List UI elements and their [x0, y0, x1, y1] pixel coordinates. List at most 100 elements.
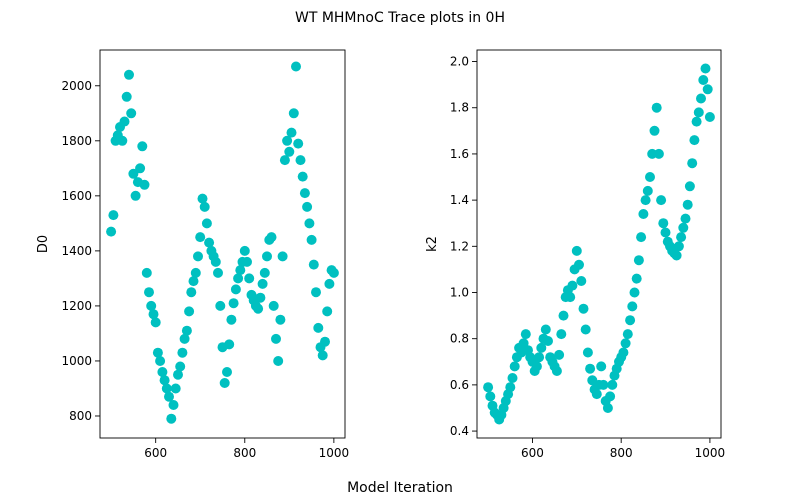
k2-point	[520, 329, 531, 340]
k2-point	[620, 338, 631, 349]
k2-y-tick-label: 1.0	[450, 286, 469, 300]
d0-point	[304, 218, 315, 229]
d0-y-tick-label: 1800	[61, 134, 92, 148]
k2-point	[640, 195, 651, 206]
d0-point	[141, 267, 152, 278]
shared-x-axis-label: Model Iteration	[347, 480, 453, 496]
d0-point	[311, 287, 321, 298]
d0-point	[126, 108, 137, 119]
d0-point	[197, 193, 208, 204]
k2-point	[687, 158, 698, 169]
d0-point	[295, 155, 306, 166]
d0-point	[199, 201, 210, 212]
d0-point	[124, 69, 134, 80]
d0-point	[139, 179, 150, 190]
k2-point	[627, 301, 638, 312]
k2-point	[629, 287, 640, 298]
d0-plot-frame	[99, 49, 346, 439]
k2-y-tick-label: 0.4	[450, 424, 469, 438]
d0-point	[195, 232, 206, 243]
d0-point	[226, 314, 237, 325]
d0-point	[152, 347, 163, 358]
d0-y-ticks: 800 1000 1200 1400 1600 1800 2000	[61, 79, 100, 423]
k2-point	[700, 63, 711, 74]
k2-point	[483, 382, 494, 393]
k2-point	[580, 324, 591, 335]
d0-point	[271, 333, 281, 344]
d0-point	[282, 135, 293, 146]
d0-point	[288, 108, 299, 119]
d0-point	[286, 127, 297, 138]
k2-point	[693, 107, 704, 118]
d0-point	[257, 278, 268, 289]
k2-point	[651, 102, 662, 113]
d0-point	[313, 322, 324, 333]
d0-x-tick-label: 1000	[319, 446, 350, 460]
k2-point	[582, 347, 593, 358]
d0-point	[253, 303, 264, 314]
k2-point	[531, 361, 542, 372]
d0-point	[201, 218, 212, 229]
k2-y-tick-label: 0.6	[450, 378, 469, 392]
k2-point	[574, 259, 584, 270]
k2-point	[625, 315, 636, 326]
k2-y-tick-label: 2.0	[450, 55, 469, 69]
k2-point	[653, 148, 664, 159]
d0-point	[284, 146, 295, 157]
d0-point	[222, 367, 232, 377]
d0-point	[108, 210, 119, 221]
k2-point	[598, 379, 609, 390]
d0-point	[239, 245, 250, 256]
k2-point	[638, 209, 649, 219]
d0-point	[128, 168, 139, 179]
d0-point	[259, 267, 270, 278]
d0-point	[299, 188, 310, 199]
k2-point	[633, 255, 644, 266]
d0-point	[302, 201, 313, 212]
d0-point	[219, 378, 230, 388]
d0-point	[190, 267, 201, 278]
d0-y-tick-label: 1000	[61, 354, 92, 368]
k2-point	[618, 347, 629, 358]
d0-point	[242, 256, 252, 267]
d0-point	[210, 256, 221, 267]
d0-point	[322, 306, 333, 317]
k2-point	[565, 292, 576, 303]
figure-title: WT MHMnoC Trace plots in 0H	[295, 10, 505, 26]
d0-point	[306, 234, 317, 245]
d0-point	[137, 141, 148, 152]
d0-point	[255, 292, 266, 303]
d0-point	[150, 317, 161, 328]
k2-y-tick-label: 1.6	[450, 147, 469, 161]
d0-point	[308, 259, 319, 270]
d0-y-tick-label: 1600	[61, 189, 92, 203]
d0-point	[106, 226, 117, 237]
k2-point	[567, 280, 578, 291]
d0-point	[168, 400, 179, 410]
d0-y-tick-label: 2000	[61, 79, 92, 93]
k2-point	[596, 361, 607, 372]
k2-point	[702, 84, 713, 95]
k2-point	[636, 232, 647, 243]
d0-point	[262, 251, 272, 262]
k2-point	[676, 232, 687, 243]
k2-x-tick-label: 600	[521, 446, 544, 460]
k2-point	[682, 199, 693, 210]
d0-point	[188, 276, 199, 287]
k2-point	[680, 213, 691, 224]
k2-point	[658, 218, 669, 229]
d0-point	[213, 267, 223, 278]
k2-point	[642, 185, 653, 196]
k2-point	[704, 112, 715, 122]
k2-y-axis-label: k2	[425, 236, 440, 252]
d0-point	[320, 336, 330, 347]
d0-point	[328, 267, 339, 278]
k2-y-tick-label: 1.4	[450, 193, 469, 207]
k2-point	[673, 241, 684, 252]
d0-point	[279, 155, 290, 166]
k2-x-tick-label: 800	[610, 446, 633, 460]
d0-point	[179, 333, 190, 344]
d0-x-tick-label: 600	[144, 446, 167, 460]
d0-point	[130, 190, 141, 201]
d0-point	[186, 287, 197, 298]
